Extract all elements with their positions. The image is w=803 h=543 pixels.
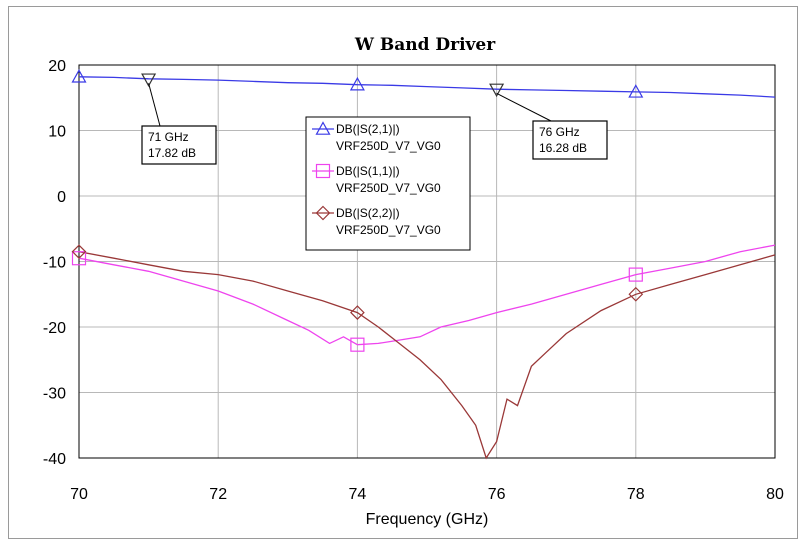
legend-swatch-marker — [315, 163, 331, 179]
plot-area-border — [78, 64, 776, 459]
chart-frame — [8, 6, 798, 539]
y-tick-labels: 20 10 0 -10 -20 -30 -40 — [43, 58, 66, 468]
annotation-freq: 71 GHz — [148, 130, 189, 144]
legend-series-name: DB(|S(2,1)|) — [336, 122, 400, 136]
legend-series-source: VRF250D_V7_VG0 — [336, 223, 441, 237]
series-marker-2 — [628, 267, 643, 282]
series-marker-3 — [71, 244, 87, 260]
legend-series-source: VRF250D_V7_VG0 — [336, 181, 441, 195]
series-marker-2 — [71, 251, 87, 266]
y-tick-label: 20 — [48, 58, 66, 75]
x-tick-label: 70 — [70, 486, 88, 503]
x-tick-label: 80 — [766, 486, 784, 503]
series-marker-3 — [350, 305, 365, 320]
marker-annotations: 71 GHz 17.82 dB 76 GHz 16.28 dB — [141, 73, 608, 165]
x-axis-label: Frequency (GHz) — [366, 511, 489, 528]
legend-swatch-marker — [315, 205, 331, 221]
legend-box — [305, 116, 471, 251]
legend: DB(|S(2,1)|) VRF250D_V7_VG0 DB(|S(1,1)|) VR… — [305, 116, 471, 251]
y-tick-label: 10 — [48, 124, 66, 141]
x-tick-label: 78 — [627, 486, 645, 503]
series-marker-1 — [628, 84, 644, 98]
annotation-marker — [489, 83, 505, 98]
annotation-value: 16.28 dB — [539, 141, 587, 155]
y-tick-label: -40 — [43, 451, 66, 468]
legend-series-name: DB(|S(2,2)|) — [336, 206, 400, 220]
series-marker-2 — [350, 337, 365, 352]
x-tick-label: 72 — [209, 486, 227, 503]
series-markers — [71, 69, 644, 352]
annotation-marker — [141, 73, 157, 88]
annotation-value: 17.82 dB — [148, 146, 196, 160]
series-line-2 — [78, 244, 776, 346]
legend-swatch-marker — [315, 121, 331, 135]
y-tick-label: -30 — [43, 386, 66, 403]
x-tick-label: 74 — [349, 486, 367, 503]
annotation-box — [141, 125, 217, 165]
y-tick-label: 0 — [57, 189, 66, 206]
annotation-leader — [496, 92, 552, 122]
x-tick-labels: 70 72 74 76 78 80 — [70, 486, 784, 503]
series-marker-1 — [349, 76, 365, 91]
annotation-box — [532, 120, 608, 160]
y-tick-label: -20 — [43, 320, 66, 337]
annotation-leader — [148, 83, 161, 127]
legend-series-name: DB(|S(1,1)|) — [336, 164, 400, 178]
series-line-3 — [78, 251, 776, 460]
series-marker-3 — [628, 286, 644, 302]
y-tick-label: -10 — [43, 255, 66, 272]
x-tick-label: 76 — [488, 486, 506, 503]
series-line-1 — [78, 76, 776, 98]
legend-series-source: VRF250D_V7_VG0 — [336, 139, 441, 153]
series-lines — [78, 76, 776, 460]
series-marker-1 — [71, 69, 87, 83]
annotation-freq: 76 GHz — [539, 125, 580, 139]
chart-title: W Band Driver — [354, 35, 496, 55]
